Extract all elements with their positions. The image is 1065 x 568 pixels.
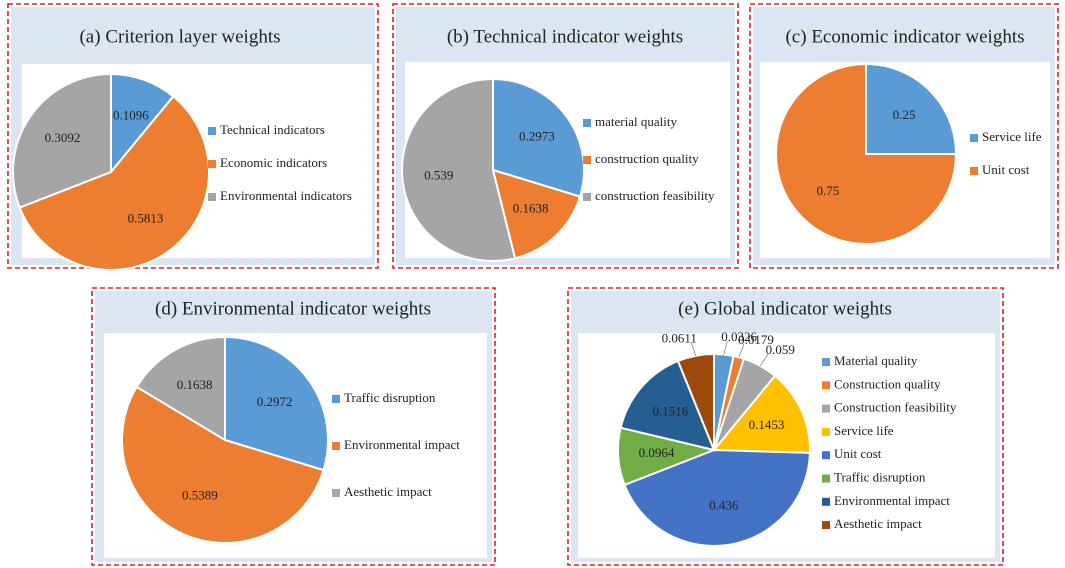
data-label: 0.3092 [45,130,81,145]
leader-line [738,344,745,358]
panel-border [567,287,1004,566]
data-label: 0.0326 [721,329,757,344]
legend-swatch [822,521,830,530]
pie-slice [676,352,715,451]
legend-swatch [822,474,830,483]
pie-slice [775,62,958,245]
legend-label: construction quality [595,151,699,166]
legend-swatch [822,381,830,390]
leader-line [723,340,728,355]
data-label: 0.059 [766,342,795,357]
data-label: 0.5389 [182,487,218,502]
panel-border [749,3,1059,269]
legend-label: Material quality [834,353,918,368]
legend-swatch [822,358,830,366]
legend-swatch [583,156,591,164]
chart-title: (e) Global indicator weights [678,298,892,319]
legend-swatch [822,427,830,436]
legend-swatch [208,127,216,135]
pie-slice [711,374,811,454]
pie-slice [224,335,329,472]
chart-title: (c) Economic indicator weights [785,26,1024,47]
data-label: 0.75 [816,183,839,198]
legend-label: Service life [834,423,894,438]
legend-label: construction feasibility [595,188,715,203]
legend-label: material quality [595,114,677,129]
legend-swatch [208,160,216,168]
chart-title: (d) Environmental indicator weights [155,298,431,319]
legend-swatch [208,193,216,201]
data-label: 0.436 [709,498,739,513]
data-label: 0.0179 [738,332,774,347]
legend-label: Technical indicators [220,122,325,137]
data-label: 0.2972 [257,394,293,409]
legend-label: Aesthetic impact [344,484,432,499]
pie-slice [865,62,958,155]
data-label: 0.0611 [662,330,697,345]
legend-swatch [822,404,830,413]
chart-title: (b) Technical indicator weights [447,26,683,47]
pie-slice [401,77,517,262]
pie-slice [135,335,226,442]
legend-swatch [822,451,830,460]
pie-slice [623,448,811,547]
legend-label: Unit cost [834,446,882,461]
data-label: 0.539 [424,168,453,183]
chart-title: (a) Criterion layer weights [79,26,280,47]
panel-border [91,287,496,566]
legend-swatch [822,497,830,506]
data-label: 0.0964 [639,445,675,460]
pie-slice [492,77,585,198]
legend-label: Unit cost [982,162,1030,177]
legend-swatch [583,119,591,127]
legend-label: Construction feasibility [834,400,957,415]
pie-slice [110,72,175,175]
pie-slice [18,94,210,271]
pie-slice [491,168,582,260]
pie-slice [619,359,716,452]
panel-border [392,3,739,269]
legend-swatch [583,193,591,201]
legend-label: Traffic disruption [344,390,436,405]
legend-label: Environmental indicators [220,188,352,203]
legend-swatch [970,167,978,175]
legend-label: Economic indicators [220,155,327,170]
legend-label: Environmental impact [344,437,460,452]
data-label: 0.1453 [749,417,785,432]
data-label: 0.2973 [519,129,555,144]
data-label: 0.5813 [128,211,164,226]
data-label: 0.1096 [113,108,149,123]
legend-swatch [970,134,978,142]
legend-label: Environmental impact [834,493,950,508]
legend-label: Traffic disruption [834,469,926,484]
data-label: 0.1638 [177,377,213,392]
legend-label: Construction quality [834,376,941,391]
legend-label: Aesthetic impact [834,516,922,531]
legend-swatch [332,395,340,403]
data-label: 0.1638 [513,201,549,216]
data-label: 0.25 [893,107,916,122]
leader-line [690,342,697,356]
pie-slice [12,72,112,209]
data-label: 0.1516 [652,403,688,418]
legend-swatch [332,489,340,497]
pie-slice [121,385,325,544]
legend-swatch [332,442,340,450]
legend-label: Service life [982,129,1042,144]
panel-border [7,3,379,269]
leader-line [759,353,769,367]
